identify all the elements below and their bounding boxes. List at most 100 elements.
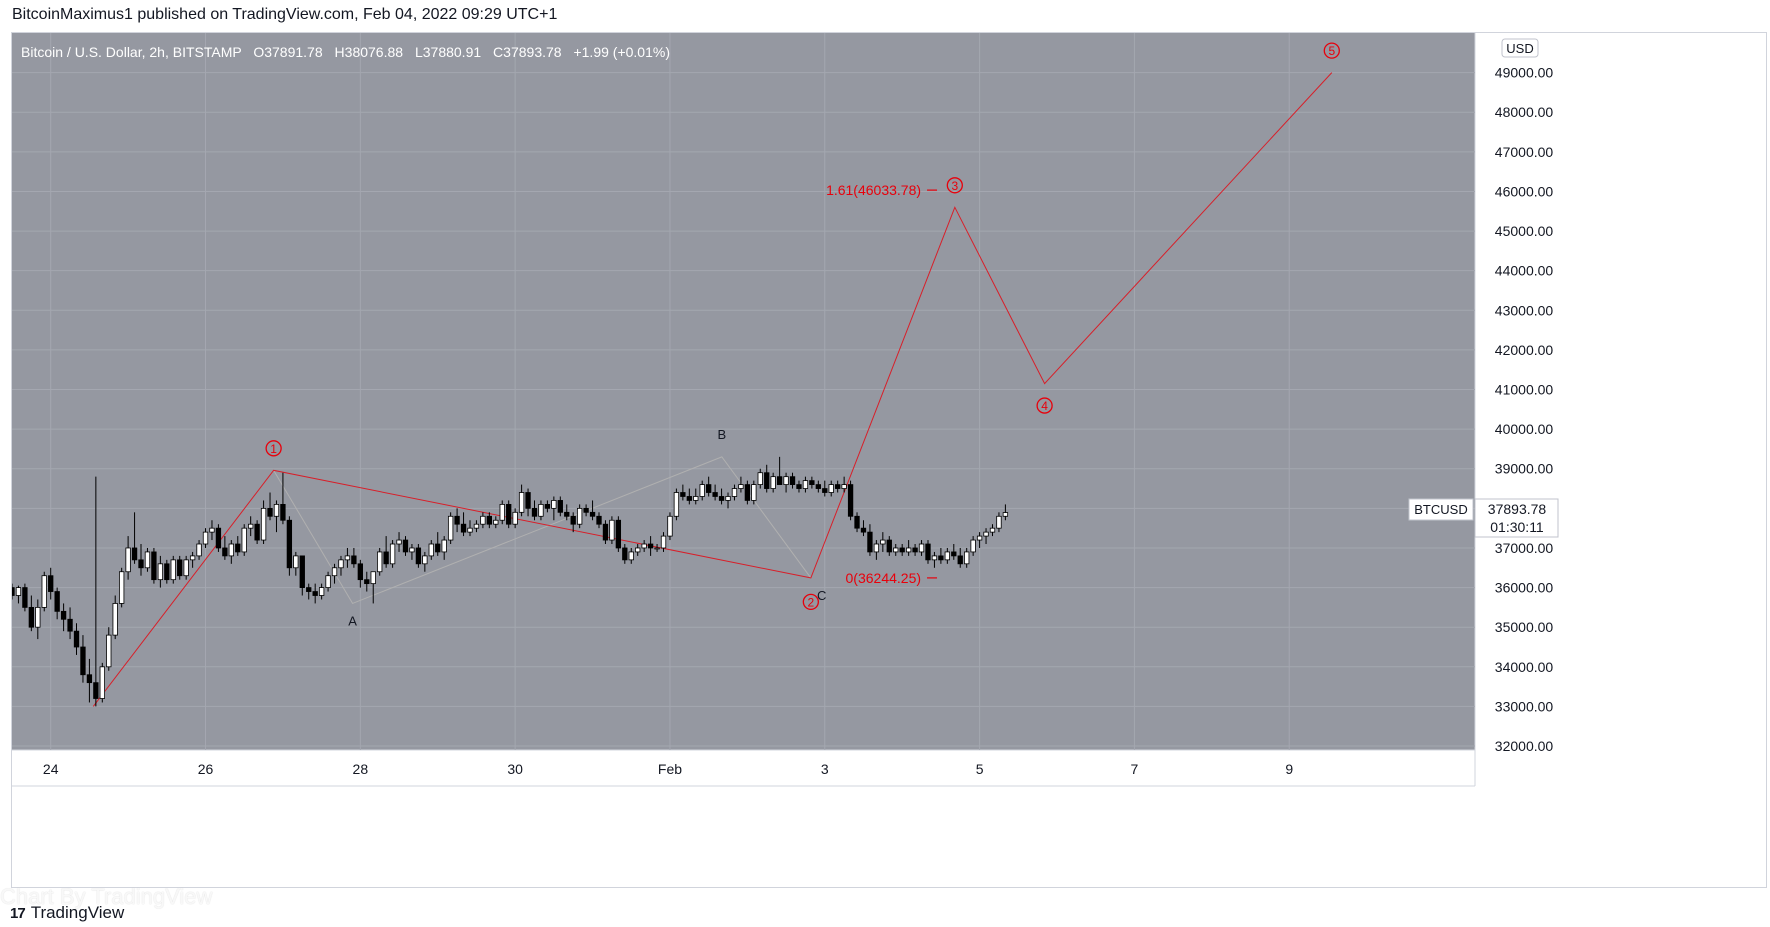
- candle: [80, 635, 86, 683]
- candle: [576, 504, 583, 529]
- time-tick-label: 26: [198, 761, 214, 777]
- candle: [209, 520, 215, 541]
- price-tick-label: 34000.00: [1495, 659, 1554, 675]
- candle-body: [525, 492, 531, 509]
- wave-label-4: 4: [1036, 397, 1053, 414]
- candle-body: [460, 523, 467, 533]
- close-value: 37893.78: [503, 44, 562, 60]
- candle: [267, 492, 273, 521]
- low-label: L: [415, 44, 423, 60]
- ohlc-legend: Bitcoin / U.S. Dollar, 2h, BITSTAMP O378…: [21, 44, 670, 60]
- candle: [957, 547, 963, 568]
- candle-body: [28, 606, 35, 628]
- candle: [518, 484, 525, 517]
- candle-body: [1002, 512, 1009, 517]
- candle-body: [119, 571, 125, 604]
- price-tick-label: 48000.00: [1495, 104, 1554, 120]
- candle-body: [222, 547, 228, 557]
- candle-body: [273, 503, 280, 517]
- candle-body: [151, 551, 157, 581]
- candle: [344, 547, 351, 568]
- candle: [615, 516, 622, 552]
- currency-badge[interactable]: USD: [1501, 38, 1539, 58]
- candle-body: [228, 543, 234, 557]
- candle-body: [983, 531, 989, 537]
- candle: [151, 547, 157, 584]
- price-tick-label: 32000.00: [1495, 738, 1554, 754]
- candle: [847, 480, 854, 521]
- candle-body: [306, 587, 312, 592]
- price-tick-label: 36000.00: [1495, 580, 1554, 596]
- plot-background: [12, 33, 1475, 750]
- candle: [757, 468, 763, 489]
- symbol-tag-label: BTCUSD: [1414, 502, 1467, 517]
- candle: [99, 662, 105, 703]
- candle: [589, 500, 596, 521]
- wave-label-1: 1: [265, 440, 282, 457]
- tradingview-logo[interactable]: 17 TradingView: [10, 903, 124, 923]
- candle-body: [964, 551, 970, 565]
- symbol-tag: BTCUSD: [1408, 498, 1474, 521]
- candle: [654, 544, 660, 552]
- candle-body: [751, 484, 757, 501]
- candle-body: [699, 484, 705, 497]
- candle: [706, 476, 712, 497]
- candle: [170, 555, 176, 584]
- price-tick-label: 43000.00: [1495, 302, 1554, 318]
- candle: [260, 500, 267, 545]
- candle-body: [757, 472, 763, 485]
- candle: [699, 480, 705, 501]
- time-tick-label: 7: [1131, 761, 1139, 777]
- candle-body: [860, 527, 867, 533]
- candle: [480, 512, 486, 529]
- candle-body: [789, 476, 796, 485]
- candle-body: [951, 551, 957, 557]
- candle: [144, 547, 151, 572]
- candle: [667, 512, 673, 541]
- candle: [131, 512, 138, 564]
- candle: [364, 571, 370, 592]
- candle: [306, 583, 312, 600]
- candle: [880, 532, 886, 552]
- candle-body: [944, 551, 950, 561]
- candle: [976, 532, 983, 548]
- candle: [693, 488, 699, 505]
- candle: [460, 512, 467, 537]
- candle: [157, 555, 164, 588]
- fib-level[interactable]: 0(36244.25): [846, 570, 938, 586]
- candle-body: [880, 539, 886, 545]
- tradingview-logo-icon: 17: [10, 904, 26, 922]
- candle-body: [467, 527, 473, 533]
- candle: [35, 599, 41, 640]
- candle-body: [576, 507, 583, 525]
- candle: [286, 516, 293, 576]
- candle-body: [428, 543, 434, 557]
- candle-body: [667, 515, 673, 537]
- open-label: O: [253, 44, 264, 60]
- candle-body: [170, 559, 176, 581]
- candle: [744, 480, 751, 505]
- candle-body: [551, 500, 557, 509]
- candle: [628, 547, 634, 564]
- wave-label-circle: [802, 593, 819, 611]
- candle-body: [925, 543, 931, 561]
- wave-label-5: 5: [1323, 42, 1340, 59]
- candle: [835, 480, 841, 493]
- candle-body: [54, 591, 60, 612]
- candle: [899, 544, 905, 556]
- candle-body: [125, 547, 131, 573]
- candle: [383, 536, 389, 568]
- price-chart[interactable]: 1.61(46033.78) 0(36244.25) 1 2 3 4 5 A B C Bitc…: [12, 33, 1768, 889]
- candle-body: [189, 555, 196, 561]
- wave-label-circle: [265, 440, 282, 457]
- chart-frame: 1.61(46033.78) 0(36244.25) 1 2 3 4 5 A B C Bitc…: [11, 32, 1767, 888]
- candle-body: [157, 563, 164, 581]
- candle-body: [776, 476, 783, 485]
- fib-level[interactable]: 1.61(46033.78): [826, 182, 938, 198]
- candle: [183, 555, 189, 580]
- candle-body: [712, 492, 718, 497]
- tradingview-brand: TradingView: [30, 903, 125, 922]
- time-tick-label: 9: [1285, 761, 1293, 777]
- candle-body: [41, 575, 47, 608]
- candle: [912, 544, 918, 556]
